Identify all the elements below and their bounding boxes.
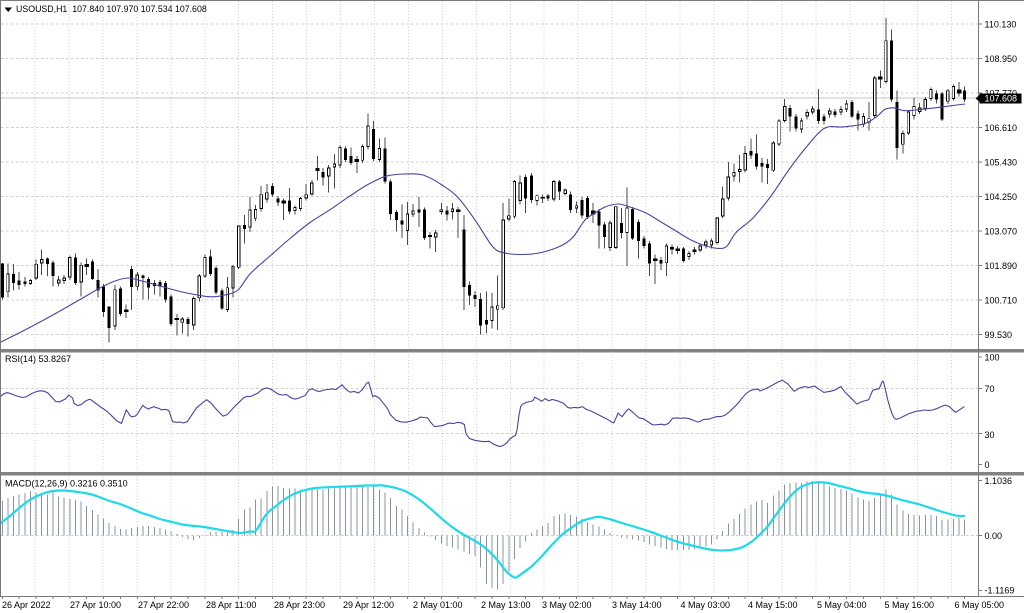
svg-text:103.070: 103.070 <box>985 226 1018 236</box>
svg-text:30: 30 <box>985 430 995 440</box>
svg-text:110.130: 110.130 <box>985 19 1017 29</box>
svg-text:4 May 03:00: 4 May 03:00 <box>681 600 731 610</box>
svg-text:RSI(14) 53.8267: RSI(14) 53.8267 <box>5 354 71 364</box>
svg-text:4 May 15:00: 4 May 15:00 <box>748 600 798 610</box>
svg-text:70: 70 <box>985 384 995 394</box>
svg-text:0: 0 <box>985 460 990 470</box>
svg-text:100.710: 100.710 <box>985 295 1018 305</box>
svg-text:3 May 02:00: 3 May 02:00 <box>542 600 592 610</box>
svg-text:-1.1169: -1.1169 <box>985 586 1015 596</box>
svg-text:27 Apr 10:00: 27 Apr 10:00 <box>70 600 121 610</box>
svg-text:101.890: 101.890 <box>985 261 1018 271</box>
svg-text:2 May 01:00: 2 May 01:00 <box>413 600 463 610</box>
svg-text:108.950: 108.950 <box>985 54 1018 64</box>
svg-text:107.608: 107.608 <box>985 94 1018 104</box>
svg-text:0.00: 0.00 <box>985 531 1003 541</box>
svg-text:28 Apr 23:00: 28 Apr 23:00 <box>274 600 325 610</box>
svg-text:28 Apr 11:00: 28 Apr 11:00 <box>206 600 256 610</box>
svg-text:5 May 04:00: 5 May 04:00 <box>817 600 867 610</box>
svg-text:104.250: 104.250 <box>985 192 1018 202</box>
svg-text:26 Apr 2022: 26 Apr 2022 <box>2 600 51 610</box>
svg-text:29 Apr 12:00: 29 Apr 12:00 <box>343 600 394 610</box>
svg-text:100: 100 <box>985 353 1000 363</box>
svg-text:1.1036: 1.1036 <box>985 476 1013 486</box>
svg-text:2 May 13:00: 2 May 13:00 <box>481 600 531 610</box>
svg-text:106.610: 106.610 <box>985 123 1018 133</box>
svg-text:MACD(12,26,9) 0.3216 0.3510: MACD(12,26,9) 0.3216 0.3510 <box>5 479 128 489</box>
svg-text:27 Apr 22:00: 27 Apr 22:00 <box>138 600 189 610</box>
svg-text:105.430: 105.430 <box>985 157 1018 167</box>
svg-text:99.530: 99.530 <box>985 330 1013 340</box>
svg-text:3 May 14:00: 3 May 14:00 <box>612 600 662 610</box>
svg-text:5 May 16:00: 5 May 16:00 <box>885 600 935 610</box>
svg-text:USOUSD,H1 107.840 107.970 107: USOUSD,H1 107.840 107.970 107.534 107.60… <box>16 4 207 14</box>
svg-text:6 May 05:00: 6 May 05:00 <box>955 600 1005 610</box>
